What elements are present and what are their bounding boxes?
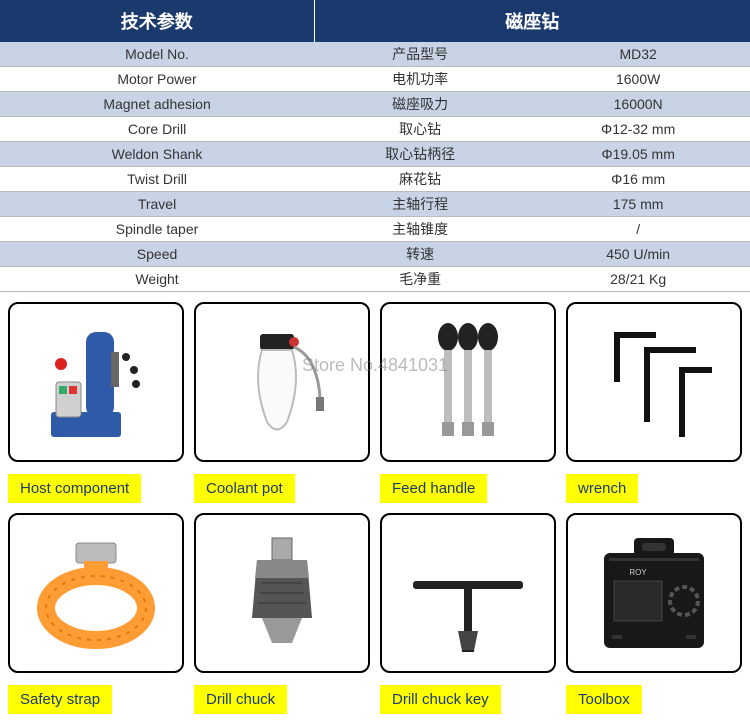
wrench-icon [566, 302, 742, 462]
product-grid: Host component Coolant pot [4, 298, 746, 718]
spec-header-row: 技术参数 磁座钻 [0, 0, 750, 42]
spec-cell: Motor Power [0, 67, 314, 92]
feedhandle-icon [380, 302, 556, 462]
product-cell: Safety strap [8, 513, 184, 714]
toolbox-icon: ROY [566, 513, 742, 673]
spec-cell: 毛净重 [314, 267, 526, 292]
spec-cell: Magnet adhesion [0, 92, 314, 117]
spec-row: Core Drill取心钻Φ12-32 mm [0, 117, 750, 142]
spec-row: Spindle taper主轴锥度/ [0, 217, 750, 242]
spec-cell: 麻花钻 [314, 167, 526, 192]
spec-cell: Speed [0, 242, 314, 267]
spec-cell: 175 mm [526, 192, 750, 217]
spec-row: Magnet adhesion磁座吸力16000N [0, 92, 750, 117]
coolant-icon [194, 302, 370, 462]
spec-cell: Weight [0, 267, 314, 292]
chuck-icon [194, 513, 370, 673]
spec-cell: 主轴行程 [314, 192, 526, 217]
product-label: Toolbox [566, 685, 642, 714]
product-label: wrench [566, 474, 638, 503]
svg-text:ROY: ROY [629, 568, 647, 577]
spec-cell: Travel [0, 192, 314, 217]
product-cell: ROY Toolbox [566, 513, 742, 714]
spec-row: Motor Power电机功率1600W [0, 67, 750, 92]
spec-table: 技术参数 磁座钻 Model No.产品型号MD32Motor Power电机功… [0, 0, 750, 292]
spec-cell: Spindle taper [0, 217, 314, 242]
header-right: 磁座钻 [314, 0, 750, 42]
product-label: Safety strap [8, 685, 112, 714]
spec-cell: 转速 [314, 242, 526, 267]
spec-cell: 取心钻 [314, 117, 526, 142]
chuckkey-icon [380, 513, 556, 673]
host-icon [8, 302, 184, 462]
spec-cell: 产品型号 [314, 42, 526, 67]
spec-cell: Model No. [0, 42, 314, 67]
spec-cell: 16000N [526, 92, 750, 117]
spec-cell: 取心钻柄径 [314, 142, 526, 167]
spec-cell: 28/21 Kg [526, 267, 750, 292]
spec-cell: 450 U/min [526, 242, 750, 267]
spec-cell: Φ19.05 mm [526, 142, 750, 167]
spec-cell: Twist Drill [0, 167, 314, 192]
spec-cell: / [526, 217, 750, 242]
spec-row: Travel主轴行程175 mm [0, 192, 750, 217]
product-label: Drill chuck key [380, 685, 501, 714]
spec-cell: 主轴锥度 [314, 217, 526, 242]
spec-cell: MD32 [526, 42, 750, 67]
spec-cell: Φ12-32 mm [526, 117, 750, 142]
product-label: Coolant pot [194, 474, 295, 503]
product-cell: wrench [566, 302, 742, 503]
spec-cell: 磁座吸力 [314, 92, 526, 117]
product-cell: Drill chuck [194, 513, 370, 714]
strap-icon [8, 513, 184, 673]
spec-row: Speed转速450 U/min [0, 242, 750, 267]
product-label: Host component [8, 474, 141, 503]
spec-cell: Φ16 mm [526, 167, 750, 192]
spec-row: Weight毛净重28/21 Kg [0, 267, 750, 292]
product-cell: Drill chuck key [380, 513, 556, 714]
product-label: Drill chuck [194, 685, 287, 714]
spec-row: Twist Drill麻花钻Φ16 mm [0, 167, 750, 192]
spec-cell: 1600W [526, 67, 750, 92]
product-cell: Host component [8, 302, 184, 503]
spec-cell: 电机功率 [314, 67, 526, 92]
spec-row: Model No.产品型号MD32 [0, 42, 750, 67]
header-left: 技术参数 [0, 0, 314, 42]
product-label: Feed handle [380, 474, 487, 503]
product-cell: Feed handle [380, 302, 556, 503]
spec-cell: Weldon Shank [0, 142, 314, 167]
spec-cell: Core Drill [0, 117, 314, 142]
spec-row: Weldon Shank取心钻柄径Φ19.05 mm [0, 142, 750, 167]
product-cell: Coolant pot [194, 302, 370, 503]
